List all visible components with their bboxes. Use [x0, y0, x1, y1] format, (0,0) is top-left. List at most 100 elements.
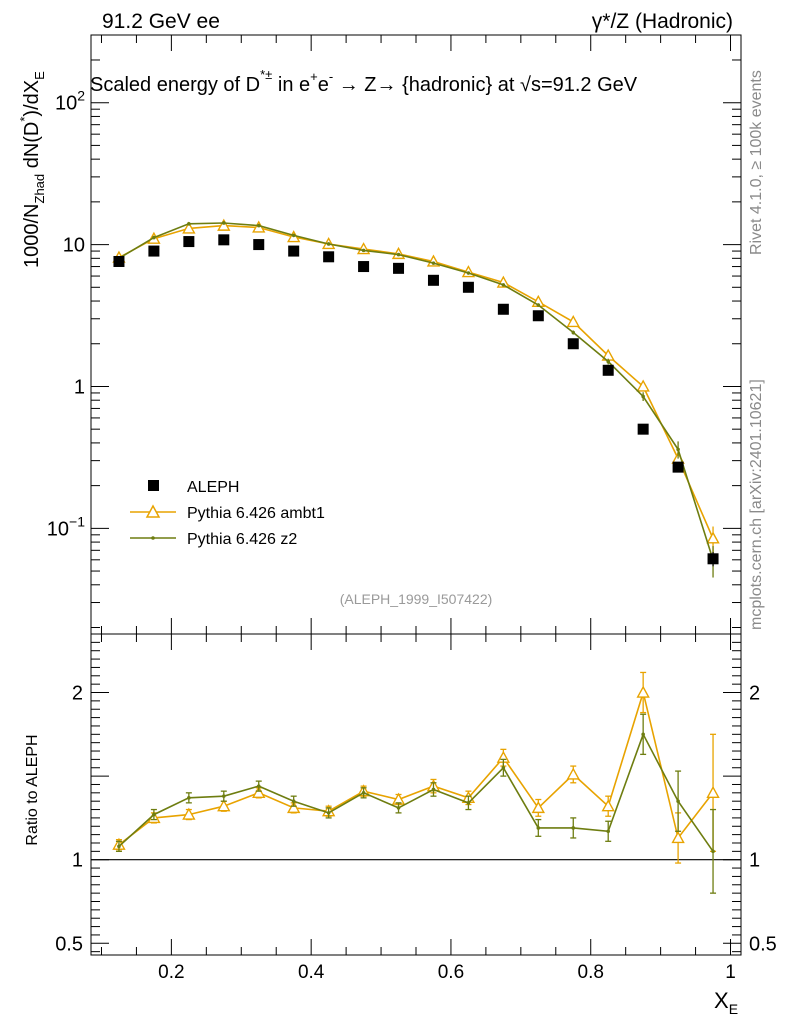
data-point-aleph [288, 245, 300, 257]
ratio-plot-panel: 0.2 0.4 0.6 0.8 1 2 2 1 1 0.5 0.5 Ratio to ALEPH X… [24, 633, 777, 1017]
ratio-point-z2 [711, 849, 715, 854]
data-point-aleph [567, 338, 579, 350]
data-point-z2 [361, 248, 366, 253]
data-point-z2 [152, 235, 156, 240]
data-point-z2 [606, 359, 611, 364]
data-point-aleph [427, 274, 439, 286]
data-point-aleph [637, 423, 649, 435]
ratio-point-z2 [571, 826, 576, 830]
ratio-point-ambt1 [636, 685, 650, 698]
data-point-aleph [358, 261, 370, 273]
x-axis-label: XE [714, 988, 738, 1017]
analysis-reference-label: (ALEPH_1999_I507422) [340, 591, 493, 607]
plot-title: Scaled energy of D*± in e+e- → Z→ {hadro… [90, 67, 638, 96]
data-point-aleph [602, 364, 614, 376]
ratio-y-tick-label-right: 2 [749, 683, 760, 705]
ratio-line-ambt1 [118, 689, 714, 846]
data-point-z2 [641, 394, 645, 399]
data-point-ambt1 [182, 221, 196, 234]
ratio-point-z2 [326, 811, 331, 815]
data-point-aleph [462, 281, 474, 293]
legend-label-aleph: ALEPH [187, 479, 239, 496]
main-y-tick-label: 10 [63, 235, 85, 257]
main-plot-panel: 102 10 1 10−1 Scaled energy of D*± in e+e- … [17, 34, 742, 635]
x-tick-label: 0.4 [298, 962, 325, 983]
rivet-version-label: Rivet 4.1.0, ≥ 100k events [748, 70, 765, 255]
ratio-point-ambt1 [217, 799, 231, 812]
x-tick-label: 0.6 [438, 962, 464, 983]
series-line-z2 [118, 222, 714, 561]
ratio-point-z2 [187, 796, 191, 800]
ratio-point-z2 [396, 806, 401, 810]
main-y-axis-label: 1000/NZhad dN(D*)/dXE [17, 71, 47, 268]
data-point-aleph [672, 461, 684, 473]
ratio-point-ambt1 [182, 807, 196, 820]
ratio-y-tick-label: 2 [72, 683, 83, 705]
data-point-z2 [221, 221, 226, 225]
x-tick-label: 0.8 [578, 962, 604, 983]
ratio-point-z2 [152, 812, 156, 817]
legend-marker-ambt1 [145, 504, 161, 518]
data-point-z2 [466, 271, 471, 275]
ratio-point-ambt1 [671, 831, 685, 844]
data-point-ambt1 [217, 218, 231, 231]
legend-marker-z2 [151, 536, 155, 540]
data-point-z2 [396, 252, 401, 257]
ratio-point-z2 [466, 801, 471, 805]
legend-label-z2: Pythia 6.426 z2 [187, 531, 297, 548]
ratio-point-z2 [117, 844, 121, 849]
data-point-aleph [148, 245, 160, 257]
ratio-point-ambt1 [601, 799, 615, 812]
ratio-y-axis-label: Ratio to ALEPH [24, 734, 41, 845]
mcplots-label: mcplots.cern.ch [arXiv:2401.10621] [748, 379, 765, 630]
data-point-aleph [707, 553, 719, 565]
ratio-point-z2 [641, 732, 645, 737]
data-point-aleph [497, 303, 509, 315]
main-y-tick-label: 102 [55, 88, 85, 115]
ratio-y-tick-label-right: 0.5 [749, 933, 777, 955]
ratio-point-z2 [501, 765, 506, 770]
data-point-ambt1 [706, 531, 720, 544]
header-process-label: γ*/Z (Hadronic) [592, 10, 733, 33]
data-point-z2 [431, 261, 436, 265]
data-point-aleph [532, 310, 544, 322]
data-point-aleph [218, 234, 230, 246]
legend: ALEPH Pythia 6.426 ambt1 Pythia 6.426 z2 [130, 479, 325, 548]
data-point-ambt1 [636, 379, 650, 392]
ratio-point-ambt1 [566, 767, 580, 780]
data-point-z2 [536, 303, 541, 307]
ratio-point-ambt1 [287, 800, 301, 814]
ratio-point-ambt1 [531, 800, 545, 814]
ratio-point-z2 [221, 794, 226, 798]
x-tick-label: 0.2 [158, 962, 184, 983]
legend-marker-aleph [148, 480, 159, 491]
ratio-y-tick-label-right: 1 [749, 850, 760, 872]
data-point-aleph [113, 255, 125, 267]
data-point-z2 [256, 223, 261, 228]
ratio-point-z2 [361, 791, 366, 795]
ratio-point-z2 [256, 784, 261, 788]
ratio-point-z2 [291, 799, 296, 803]
ratio-line-z2 [118, 732, 714, 852]
x-tick-label: 1 [725, 962, 736, 983]
data-point-aleph [253, 239, 265, 251]
data-point-z2 [676, 447, 680, 452]
data-point-z2 [326, 242, 331, 246]
ratio-point-z2 [536, 826, 541, 830]
ratio-point-z2 [431, 787, 436, 792]
ratio-point-ambt1 [706, 785, 720, 799]
data-point-aleph [323, 251, 335, 263]
ratio-point-z2 [676, 799, 680, 803]
ratio-point-ambt1 [252, 785, 266, 799]
data-point-aleph [393, 262, 405, 274]
main-y-tick-label: 1 [74, 376, 85, 398]
data-point-z2 [187, 222, 191, 226]
data-point-z2 [291, 233, 296, 238]
data-point-ambt1 [566, 314, 580, 328]
data-point-aleph [183, 236, 195, 248]
data-point-z2 [501, 283, 506, 287]
ratio-point-z2 [606, 829, 611, 834]
ratio-y-tick-label: 1 [72, 850, 83, 872]
data-point-z2 [571, 330, 576, 335]
